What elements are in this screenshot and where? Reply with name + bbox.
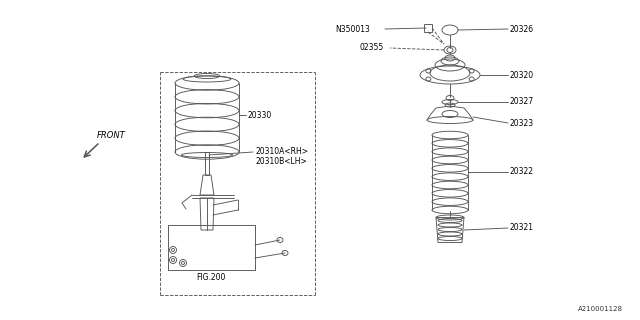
Text: FIG.200: FIG.200 [196, 274, 226, 283]
Text: 20323: 20323 [510, 118, 534, 127]
Text: FRONT: FRONT [97, 132, 125, 140]
Text: 20321: 20321 [510, 223, 534, 233]
Text: 20322: 20322 [510, 167, 534, 177]
Text: 20327: 20327 [510, 98, 534, 107]
Text: 20330: 20330 [248, 110, 272, 119]
Text: A210001128: A210001128 [578, 306, 623, 312]
Text: N350013: N350013 [335, 25, 370, 34]
Text: 20320: 20320 [510, 70, 534, 79]
Text: 20310B<LH>: 20310B<LH> [255, 157, 307, 166]
Text: 20310A<RH>: 20310A<RH> [255, 148, 308, 156]
Text: 20326: 20326 [510, 25, 534, 34]
Text: 02355: 02355 [360, 44, 384, 52]
